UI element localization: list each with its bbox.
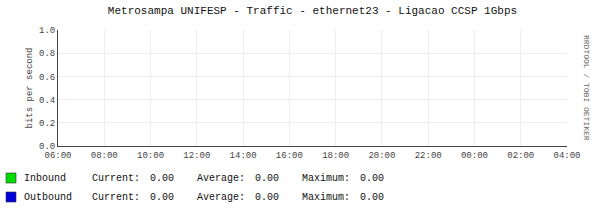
svg-text:Average:: Average:: [197, 173, 245, 184]
svg-text:Average:: Average:: [197, 192, 245, 203]
svg-text:12:00: 12:00: [183, 151, 210, 161]
svg-text:0.00: 0.00: [255, 192, 279, 203]
svg-text:0.00: 0.00: [255, 173, 279, 184]
svg-text:0.00: 0.00: [360, 192, 384, 203]
svg-text:0.6: 0.6: [39, 73, 55, 83]
svg-text:0.0: 0.0: [39, 142, 55, 152]
svg-text:Maximum:: Maximum:: [302, 192, 350, 203]
svg-text:0.4: 0.4: [39, 96, 55, 106]
svg-text:0.8: 0.8: [39, 49, 55, 59]
svg-text:14:00: 14:00: [230, 151, 257, 161]
svg-text:RRDTOOL / TOBI OETIKER: RRDTOOL / TOBI OETIKER: [582, 35, 591, 141]
svg-text:Maximum:: Maximum:: [302, 173, 350, 184]
svg-text:Metrosampa UNIFESP - Traffic -: Metrosampa UNIFESP - Traffic - ethernet2…: [108, 5, 517, 17]
svg-text:0.00: 0.00: [360, 173, 384, 184]
svg-text:bits per second: bits per second: [25, 47, 35, 128]
svg-text:Current:: Current:: [92, 173, 140, 184]
svg-text:20:00: 20:00: [368, 151, 395, 161]
svg-text:10:00: 10:00: [137, 151, 164, 161]
svg-text:0.00: 0.00: [150, 192, 174, 203]
svg-text:04:00: 04:00: [553, 151, 580, 161]
svg-text:16:00: 16:00: [276, 151, 303, 161]
svg-text:18:00: 18:00: [322, 151, 349, 161]
svg-text:00:00: 00:00: [461, 151, 488, 161]
svg-text:02:00: 02:00: [507, 151, 534, 161]
svg-text:Outbound: Outbound: [24, 192, 72, 203]
svg-text:Current:: Current:: [92, 192, 140, 203]
svg-text:1.0: 1.0: [39, 26, 55, 36]
svg-text:22:00: 22:00: [415, 151, 442, 161]
svg-text:Inbound: Inbound: [24, 173, 66, 184]
svg-text:08:00: 08:00: [91, 151, 118, 161]
svg-text:0.00: 0.00: [150, 173, 174, 184]
svg-text:06:00: 06:00: [44, 151, 71, 161]
svg-text:0.2: 0.2: [39, 119, 55, 129]
